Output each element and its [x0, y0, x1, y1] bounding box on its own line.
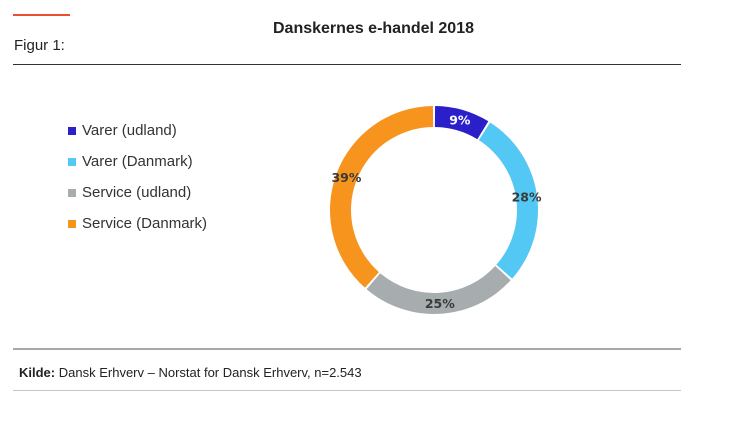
slice-label-3: 39% [331, 170, 361, 185]
source-label: Kilde: [19, 365, 56, 380]
slice-label-2: 25% [425, 296, 455, 311]
donut-slice-3 [330, 106, 434, 288]
source-divider-top [13, 348, 681, 350]
donut-slice-2 [366, 266, 511, 314]
slice-label-1: 28% [512, 189, 542, 204]
legend-swatch [68, 188, 76, 197]
legend-label: Service (Danmark) [82, 215, 208, 232]
legend-label: Service (udland) [82, 184, 192, 201]
figure-label: Figur 1: [14, 37, 65, 54]
chart-title: Danskernes e-handel 2018 [273, 20, 474, 37]
chart-legend: Varer (udland) Varer (Danmark) Service (… [68, 115, 207, 239]
source-text: Dansk Erhverv – Norstat for Dansk Erhver… [58, 365, 362, 380]
accent-line [13, 14, 70, 16]
legend-item-service-udland: Service (udland) [68, 177, 207, 208]
source-note: Kilde: Dansk Erhverv – Norstat for Dansk… [19, 365, 362, 380]
legend-swatch [68, 126, 76, 135]
legend-label: Varer (udland) [82, 122, 177, 139]
legend-swatch [68, 219, 76, 228]
legend-item-service-danmark: Service (Danmark) [68, 208, 207, 239]
slice-label-0: 9% [449, 113, 471, 128]
source-divider-bottom [13, 390, 681, 391]
legend-label: Varer (Danmark) [82, 153, 193, 170]
legend-item-varer-danmark: Varer (Danmark) [68, 146, 207, 177]
header-divider [13, 64, 681, 65]
donut-slice-0 [434, 106, 489, 140]
legend-swatch [68, 157, 76, 166]
donut-slice-1 [478, 122, 538, 279]
legend-item-varer-udland: Varer (udland) [68, 115, 207, 146]
